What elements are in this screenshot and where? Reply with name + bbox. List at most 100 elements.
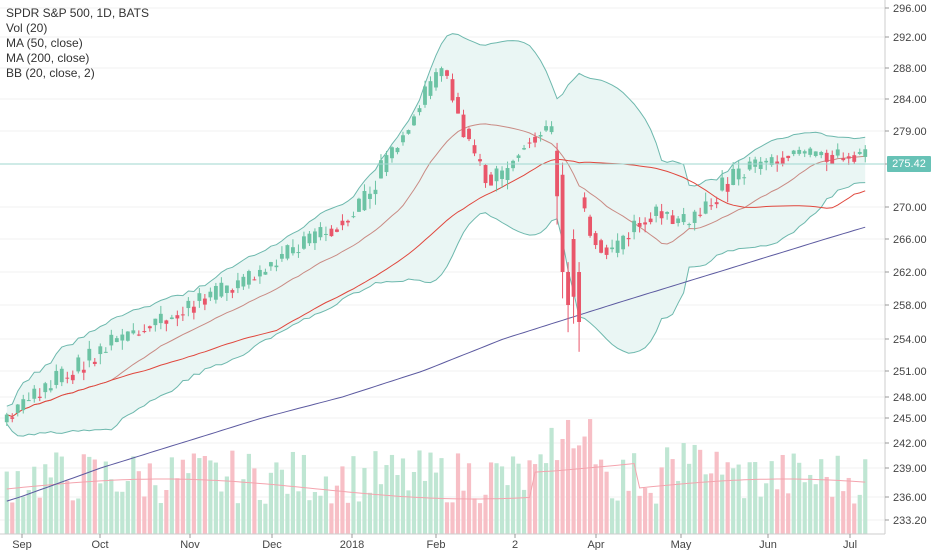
volume-bar bbox=[543, 463, 549, 534]
candle-body bbox=[406, 130, 411, 134]
volume-bar bbox=[808, 474, 813, 534]
volume-bar bbox=[521, 489, 527, 534]
legend-ma50[interactable]: MA (50, close) bbox=[6, 36, 83, 50]
candle-body bbox=[241, 276, 246, 287]
x-axis: Sep Oct Nov Dec 2018 Feb 2 Apr May Jun Jul bbox=[12, 534, 857, 550]
y-axis: 296.00292.00288.00284.00279.00274.00270.… bbox=[885, 3, 927, 527]
volume-bar bbox=[654, 503, 659, 534]
candle-body bbox=[368, 193, 372, 199]
volume-bar bbox=[136, 471, 141, 534]
volume-bar bbox=[257, 499, 262, 534]
y-tick-label: 233.20 bbox=[893, 515, 927, 527]
candle-body bbox=[538, 135, 543, 137]
legend-bb[interactable]: BB (20, close, 2) bbox=[6, 66, 95, 80]
candle-body bbox=[819, 152, 824, 156]
candle-body bbox=[665, 211, 670, 214]
candle-body bbox=[285, 245, 290, 259]
candle-body bbox=[571, 239, 576, 297]
volume-bar bbox=[477, 503, 483, 534]
candle-body bbox=[4, 414, 9, 423]
volume-bar bbox=[230, 450, 235, 534]
volume-bar bbox=[621, 459, 626, 534]
candle-body bbox=[703, 201, 708, 214]
candle-body bbox=[483, 165, 488, 184]
volume-bar bbox=[665, 447, 670, 534]
y-tick-label: 245.00 bbox=[893, 413, 927, 425]
candle-body bbox=[445, 70, 449, 76]
candle-body bbox=[120, 334, 125, 341]
volume-bar bbox=[186, 473, 191, 534]
candle-body bbox=[593, 233, 598, 246]
volume-bar bbox=[356, 501, 362, 534]
volume-bar bbox=[797, 462, 802, 534]
candle-body bbox=[863, 149, 868, 157]
volume-bar bbox=[587, 419, 593, 534]
candle-body bbox=[213, 285, 218, 300]
volume-ma-line bbox=[6, 462, 866, 500]
volume-bar bbox=[395, 475, 400, 534]
volume-bar bbox=[43, 464, 48, 534]
indicator-legend: SPDR S&P 500, 1D, BATS Vol (20) MA (50, … bbox=[6, 6, 149, 81]
candle-body bbox=[109, 334, 114, 346]
volume-bar bbox=[235, 503, 240, 534]
candle-body bbox=[340, 220, 345, 226]
x-tick-label: May bbox=[671, 539, 692, 550]
y-tick-label: 239.00 bbox=[893, 463, 927, 475]
y-tick-label: 288.00 bbox=[893, 63, 927, 75]
legend-ma200[interactable]: MA (200, close) bbox=[6, 51, 90, 65]
volume-bar bbox=[863, 459, 868, 534]
legend-symbol[interactable]: SPDR S&P 500, 1D, BATS bbox=[6, 6, 149, 20]
volume-bar bbox=[208, 460, 213, 534]
volume-bar bbox=[15, 471, 20, 534]
volume-bar bbox=[565, 419, 571, 534]
volume-bar bbox=[70, 500, 75, 534]
volume-bar bbox=[532, 464, 538, 534]
candle-body bbox=[769, 157, 774, 166]
bb-lower-line bbox=[6, 182, 866, 437]
volume-bar bbox=[202, 455, 207, 534]
volume-bar bbox=[87, 456, 92, 534]
candle-body bbox=[417, 108, 422, 113]
candle-body bbox=[747, 161, 752, 170]
volume-bar bbox=[554, 460, 560, 534]
volume-bar bbox=[439, 458, 444, 534]
volume-bar bbox=[444, 502, 450, 534]
candle-body bbox=[208, 291, 213, 298]
volume-bar bbox=[307, 500, 312, 534]
volume-bar bbox=[852, 503, 857, 534]
candle-body bbox=[390, 147, 394, 159]
volume-bar bbox=[411, 471, 417, 534]
volume-bar bbox=[10, 502, 15, 534]
volume-bar bbox=[709, 473, 714, 534]
candle-body bbox=[615, 240, 620, 253]
candle-body bbox=[654, 206, 659, 216]
candle-body bbox=[824, 152, 829, 162]
candle-body bbox=[621, 235, 626, 250]
volume-bar bbox=[731, 468, 736, 534]
candle-body bbox=[456, 97, 460, 114]
volume-bar bbox=[692, 444, 697, 534]
volume-bar bbox=[775, 489, 780, 534]
volume-bar bbox=[461, 490, 466, 534]
legend-volume[interactable]: Vol (20) bbox=[6, 21, 48, 35]
candle-body bbox=[48, 388, 53, 391]
volume-bar bbox=[676, 480, 681, 534]
volume-bar bbox=[301, 454, 307, 534]
candle-body bbox=[681, 214, 686, 223]
volume-bar bbox=[384, 465, 389, 534]
candle-body bbox=[70, 374, 75, 381]
candle-body bbox=[489, 174, 493, 186]
candle-body bbox=[472, 145, 477, 154]
volume-bar bbox=[180, 459, 185, 534]
volume-bar bbox=[632, 453, 637, 534]
volume-bar bbox=[560, 438, 565, 534]
volume-bar bbox=[92, 459, 97, 534]
volume-bar bbox=[764, 483, 769, 534]
x-tick-label: Jun bbox=[759, 539, 777, 550]
volume-bar bbox=[637, 495, 642, 534]
volume-bar bbox=[334, 485, 340, 534]
candle-body bbox=[692, 211, 697, 223]
volume-bar bbox=[472, 498, 477, 534]
candle-body bbox=[626, 237, 631, 240]
